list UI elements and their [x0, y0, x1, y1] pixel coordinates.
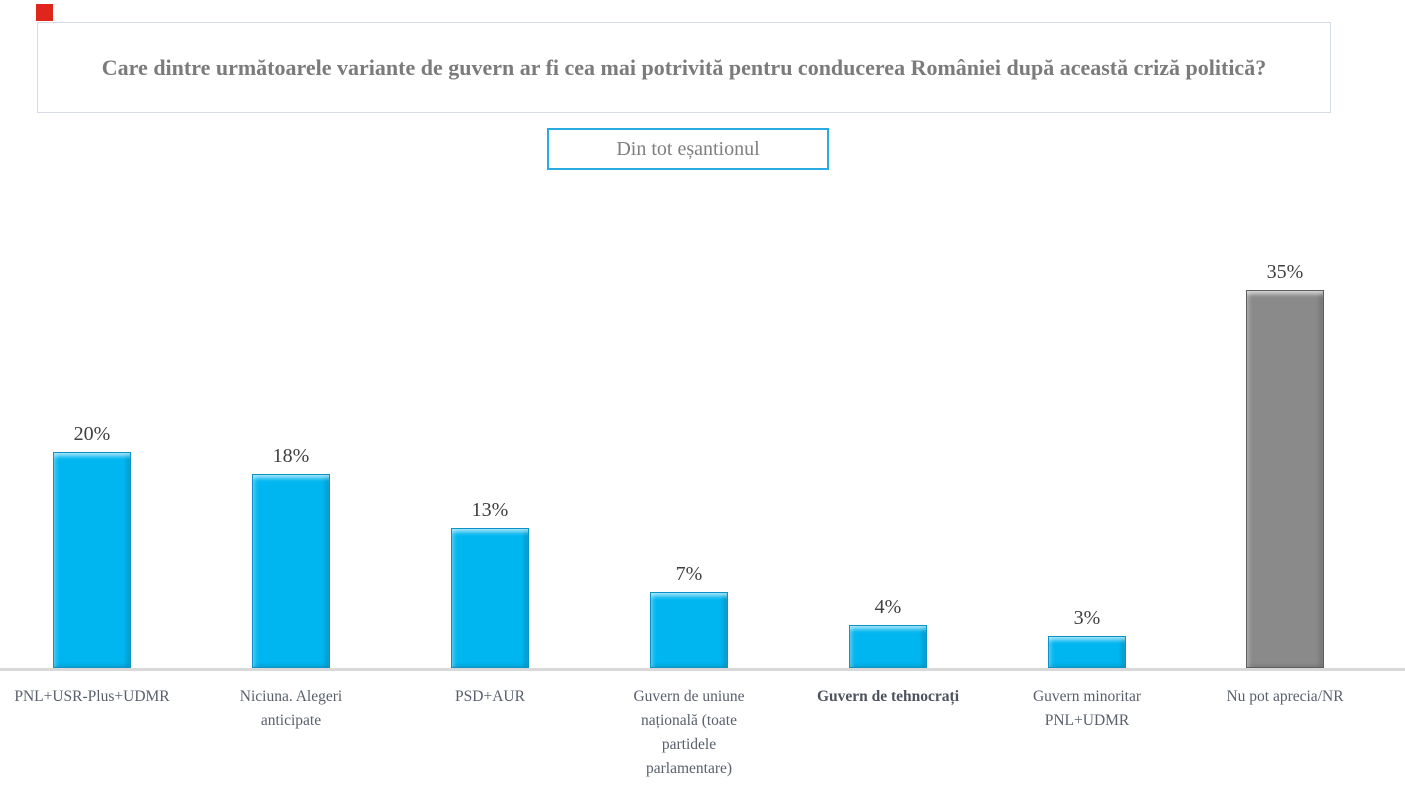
- x-axis-label: Guvern minoritar PNL+UDMR: [1032, 688, 1142, 729]
- bar-value-label: 35%: [1266, 261, 1304, 283]
- question-title-box: Care dintre următoarele variante de guve…: [37, 22, 1331, 113]
- bar: [1048, 636, 1126, 668]
- x-axis-label: Nu pot aprecia/NR: [1226, 688, 1344, 705]
- sample-filter-button[interactable]: Din tot eșantionul: [547, 128, 829, 170]
- bar-value-label: 18%: [272, 445, 310, 467]
- bar: [451, 528, 529, 668]
- bar: [53, 452, 131, 668]
- question-title: Care dintre următoarele variante de guve…: [101, 54, 1267, 80]
- x-axis-label: Guvern de uniune națională (toate partid…: [633, 688, 745, 777]
- bar: [650, 592, 728, 668]
- x-axis-label: Guvern de tehnocrați: [816, 688, 960, 705]
- bar-value-label: 7%: [675, 563, 703, 585]
- red-marker: [36, 4, 53, 21]
- x-axis-label: Niciuna. Alegeri anticipate: [239, 688, 343, 729]
- bar: [252, 474, 330, 668]
- bar-chart: 20% PNL+USR-Plus+UDMR 18% Niciuna. Alegeri …: [0, 180, 1405, 800]
- x-axis-label: PNL+USR-Plus+UDMR: [14, 688, 170, 705]
- bar-value-label: 13%: [471, 499, 509, 521]
- bar-value-label: 4%: [874, 596, 902, 618]
- bar: [849, 625, 927, 668]
- bar-value-label: 20%: [73, 423, 111, 445]
- x-axis-line: [0, 668, 1405, 671]
- x-axis-label: PSD+AUR: [455, 688, 525, 705]
- bar: [1246, 290, 1324, 668]
- bar-value-label: 3%: [1073, 607, 1101, 629]
